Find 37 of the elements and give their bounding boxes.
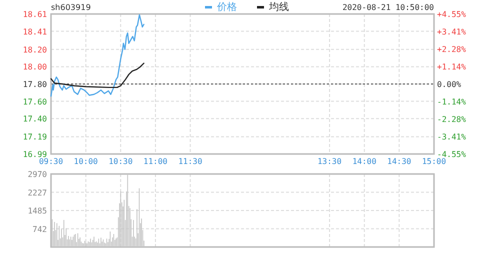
y2-tick-label: +2.28% [437,44,466,54]
y-tick-label: 2970 [28,170,48,179]
chart-title: sh603919 [51,3,91,12]
y2-tick-label: -2.28% [437,115,466,124]
y2-tick-label: +4.55% [437,10,466,19]
x-tick-label: 15:00 [422,157,446,166]
y-tick-label: 18.00 [22,62,48,72]
y-tick-label: 18.20 [22,45,48,54]
x-tick-label: 10:30 [108,157,133,166]
y-tick-label: 2227 [28,188,48,198]
legend-label: 价格 [216,1,237,13]
y2-tick-label: +1.14% [437,62,466,72]
y-tick-label: 17.60 [22,97,48,106]
x-tick-label: 10:00 [74,157,98,166]
y2-tick-label: -3.41% [437,132,466,142]
y2-tick-label: -4.55% [437,150,466,159]
x-tick-label: 14:30 [387,157,412,166]
x-tick-label: 14:00 [352,157,377,166]
y2-tick-label: 0.00% [437,80,462,89]
x-tick-label: 09:30 [38,157,64,166]
line-series [50,14,144,97]
y-tick-label: 16.99 [22,150,48,159]
legend-label: 均线 [268,1,289,13]
x-tick-label: 11:30 [178,157,202,166]
y-tick-label: 18.61 [22,10,48,19]
y-tick-label: 17.19 [22,132,48,142]
text: 2020-08-21 10:50:00 [342,3,434,12]
y2-tick-label: +3.41% [437,28,466,37]
line-series [50,62,144,88]
y-tick-label: 18.41 [22,27,48,36]
x-tick-label: 13:30 [318,157,342,166]
x-tick-label: 11:00 [143,157,168,166]
y-tick-label: 17.40 [22,114,48,124]
y-tick-label: 17.80 [22,80,48,89]
y-tick-label: 742 [32,224,48,234]
y2-tick-label: -1.14% [437,98,466,107]
y-tick-label: 1485 [28,206,48,216]
